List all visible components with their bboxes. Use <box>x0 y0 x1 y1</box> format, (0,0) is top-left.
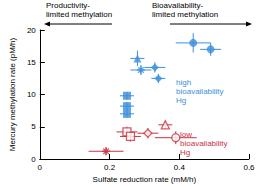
svg-text:Productivity-: Productivity- <box>46 1 90 10</box>
svg-text:0.4: 0.4 <box>174 163 186 172</box>
svg-text:bioavailability: bioavailability <box>176 87 224 96</box>
svg-text:0: 0 <box>31 155 36 164</box>
svg-text:20: 20 <box>27 26 36 35</box>
svg-text:0.2: 0.2 <box>104 163 116 172</box>
svg-text:high: high <box>176 78 191 87</box>
svg-text:10: 10 <box>27 90 36 99</box>
svg-text:low: low <box>180 130 192 139</box>
svg-text:bioavailability: bioavailability <box>180 139 228 148</box>
svg-text:Mercury methylation rate (pM/h: Mercury methylation rate (pM/h) <box>8 37 17 151</box>
svg-text:0: 0 <box>38 163 43 172</box>
svg-text:Hg: Hg <box>176 96 186 105</box>
svg-text:15: 15 <box>27 58 36 67</box>
svg-text:limited methylation: limited methylation <box>152 10 218 19</box>
svg-text:5: 5 <box>31 122 36 131</box>
svg-text:limited methylation: limited methylation <box>46 10 112 19</box>
svg-text:Sulfate reduction rate (mM/h): Sulfate reduction rate (mM/h) <box>93 175 197 184</box>
svg-text:Hg: Hg <box>180 148 190 157</box>
svg-text:0.6: 0.6 <box>243 163 255 172</box>
svg-text:Bioavailability-: Bioavailability- <box>152 1 203 10</box>
